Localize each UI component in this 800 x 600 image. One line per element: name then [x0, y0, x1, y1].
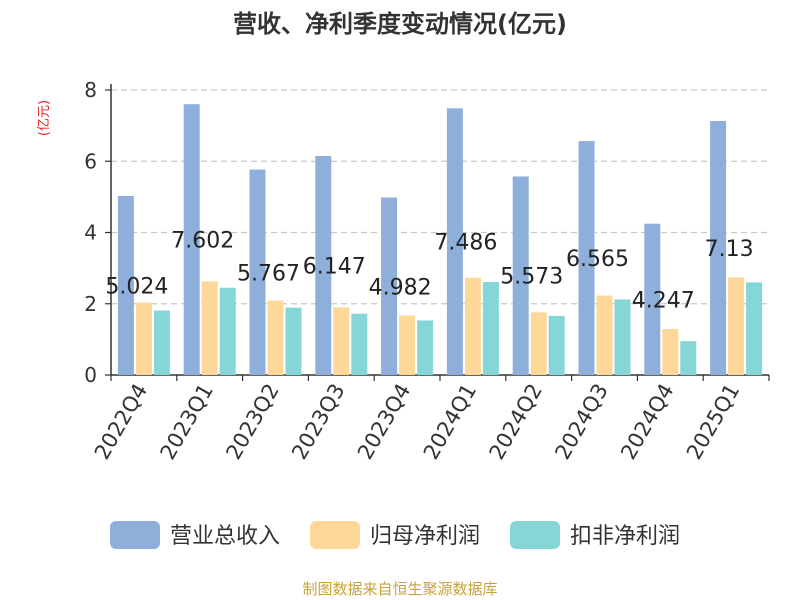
bar-营业总收入-2025Q1	[710, 120, 727, 376]
bar-归母净利润-2023Q4	[399, 315, 416, 375]
data-label-2024Q2: 5.573	[500, 265, 563, 290]
legend-item-扣非净利润[interactable]: 扣非净利润	[510, 521, 680, 549]
bar-扣非净利润-2024Q1	[482, 282, 499, 375]
grid-lines	[111, 89, 769, 305]
legend-label: 营业总收入	[170, 524, 280, 549]
x-tick-label: 2023Q4	[353, 380, 415, 464]
bar-归母净利润-2023Q1	[201, 281, 218, 375]
legend-label: 扣非净利润	[570, 524, 680, 549]
x-tick-label: 2023Q3	[287, 380, 349, 464]
y-tick-label: 0	[84, 363, 97, 387]
bar-扣非净利润-2025Q1	[746, 282, 763, 375]
x-tick-label: 2022Q4	[90, 380, 152, 464]
bar-营业总收入-2023Q1	[183, 104, 200, 376]
data-label-2023Q1: 7.602	[171, 229, 234, 254]
bar-营业总收入-2023Q2	[249, 169, 266, 375]
data-source-note: 制图数据来自恒生聚源数据库	[302, 580, 498, 598]
bar-扣非净利润-2024Q3	[614, 299, 631, 375]
legend-item-归母净利润[interactable]: 归母净利润	[310, 521, 480, 549]
bar-扣非净利润-2023Q4	[417, 320, 434, 375]
x-tick-label: 2024Q3	[550, 380, 612, 464]
data-label-2024Q3: 6.565	[566, 247, 629, 272]
y-tick-label: 6	[84, 149, 97, 173]
data-label-2023Q4: 4.982	[369, 275, 432, 300]
bars	[117, 104, 763, 376]
bar-营业总收入-2023Q3	[315, 156, 332, 375]
bar-扣非净利润-2024Q4	[680, 341, 697, 375]
y-tick-label: 4	[84, 221, 97, 245]
bar-归母净利润-2024Q4	[662, 329, 679, 375]
bar-营业总收入-2024Q4	[644, 223, 661, 375]
x-tick-label: 2023Q2	[221, 380, 283, 464]
x-tick-label: 2024Q2	[485, 380, 547, 464]
data-label-2022Q4: 5.024	[105, 275, 168, 300]
bar-归母净利润-2025Q1	[728, 277, 745, 375]
legend-swatch	[310, 521, 360, 549]
chart-title: 营收、净利季度变动情况(亿元)	[233, 10, 567, 38]
x-tick-label: 2024Q1	[419, 380, 481, 464]
legend-item-营业总收入[interactable]: 营业总收入	[110, 521, 280, 549]
legend-label: 归母净利润	[370, 524, 480, 549]
bar-归母净利润-2024Q3	[596, 295, 613, 375]
x-tick-label: 2023Q1	[156, 380, 218, 464]
bar-归母净利润-2022Q4	[135, 302, 152, 375]
bar-归母净利润-2023Q3	[333, 307, 350, 375]
legend[interactable]: 营业总收入 归母净利润 扣非净利润	[110, 521, 680, 549]
bar-扣非净利润-2023Q3	[351, 313, 368, 375]
data-label-2025Q1: 7.13	[705, 237, 754, 262]
bar-归母净利润-2023Q2	[267, 300, 284, 375]
data-label-2023Q3: 6.147	[303, 255, 366, 280]
bar-扣非净利润-2023Q1	[219, 287, 236, 375]
bar-营业总收入-2024Q3	[578, 141, 595, 375]
bar-归母净利润-2024Q1	[464, 277, 481, 375]
bar-扣非净利润-2022Q4	[153, 310, 170, 375]
bar-营业总收入-2023Q4	[381, 197, 398, 375]
data-label-2024Q4: 4.247	[632, 288, 695, 313]
y-tick-label: 8	[84, 78, 97, 102]
x-tick-label: 2025Q1	[682, 380, 744, 464]
y-tick-label: 2	[84, 292, 97, 316]
y-axis-label: (亿元)	[37, 100, 52, 136]
bar-营业总收入-2024Q1	[446, 108, 463, 375]
legend-swatch	[510, 521, 560, 549]
bar-扣非净利润-2024Q2	[548, 315, 565, 375]
legend-swatch	[110, 521, 160, 549]
bar-营业总收入-2024Q2	[512, 176, 529, 375]
data-label-2024Q1: 7.486	[434, 231, 497, 256]
x-tick-label: 2024Q4	[616, 380, 678, 464]
bar-扣非净利润-2023Q2	[285, 307, 302, 375]
bar-营业总收入-2022Q4	[117, 196, 134, 375]
bar-归母净利润-2024Q2	[530, 312, 547, 375]
data-label-2023Q2: 5.767	[237, 261, 300, 286]
